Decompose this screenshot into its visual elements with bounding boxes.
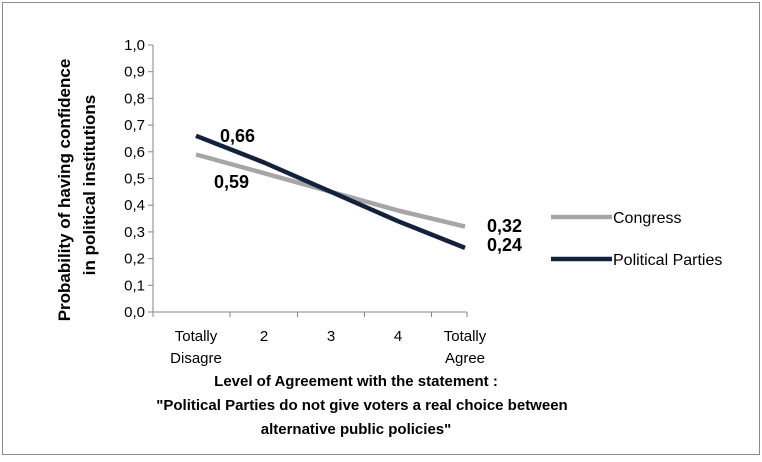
- y-tick-label: 0,2: [124, 251, 145, 268]
- x-axis-title-line-2: "Political Parties do not give voters a …: [156, 397, 567, 414]
- data-label: 0,32: [487, 216, 522, 236]
- y-tick-label: 0,6: [124, 144, 145, 161]
- x-axis-title-line-3: alternative public policies": [261, 421, 452, 438]
- y-tick-label: 0,3: [124, 224, 145, 241]
- x-tick-label: Agree: [445, 350, 485, 367]
- x-axis-title-line-1: Level of Agreement with the statement :: [214, 373, 498, 390]
- y-tick-label: 1,0: [124, 37, 145, 54]
- x-tick-label: Disagre: [170, 350, 222, 367]
- x-tick-label: 4: [394, 328, 402, 345]
- y-axis-title-line-1: Probability of having confidence: [55, 59, 74, 322]
- legend-label: Political Parties: [613, 252, 722, 269]
- y-tick-label: 0,5: [124, 171, 145, 188]
- y-axis-title-line-2: in political institutions: [80, 95, 99, 275]
- legend-label: Congress: [613, 210, 681, 227]
- chart-border: [2, 2, 760, 455]
- y-tick-label: 0,4: [124, 197, 145, 214]
- y-tick-label: 0,0: [124, 304, 145, 321]
- y-tick-label: 0,9: [124, 64, 145, 81]
- x-tick-label: 3: [327, 328, 335, 345]
- data-label: 0,24: [487, 235, 522, 255]
- data-label: 0,59: [214, 172, 249, 192]
- x-tick-label: Totally: [175, 328, 218, 345]
- data-label: 0,66: [220, 126, 255, 146]
- x-tick-label: 2: [260, 328, 268, 345]
- series-line-political-parties: [195, 133, 466, 250]
- x-tick-label: Totally: [444, 328, 487, 345]
- y-tick-label: 0,8: [124, 90, 145, 107]
- y-tick-label: 0,7: [124, 117, 145, 134]
- y-tick-label: 0,1: [124, 277, 145, 294]
